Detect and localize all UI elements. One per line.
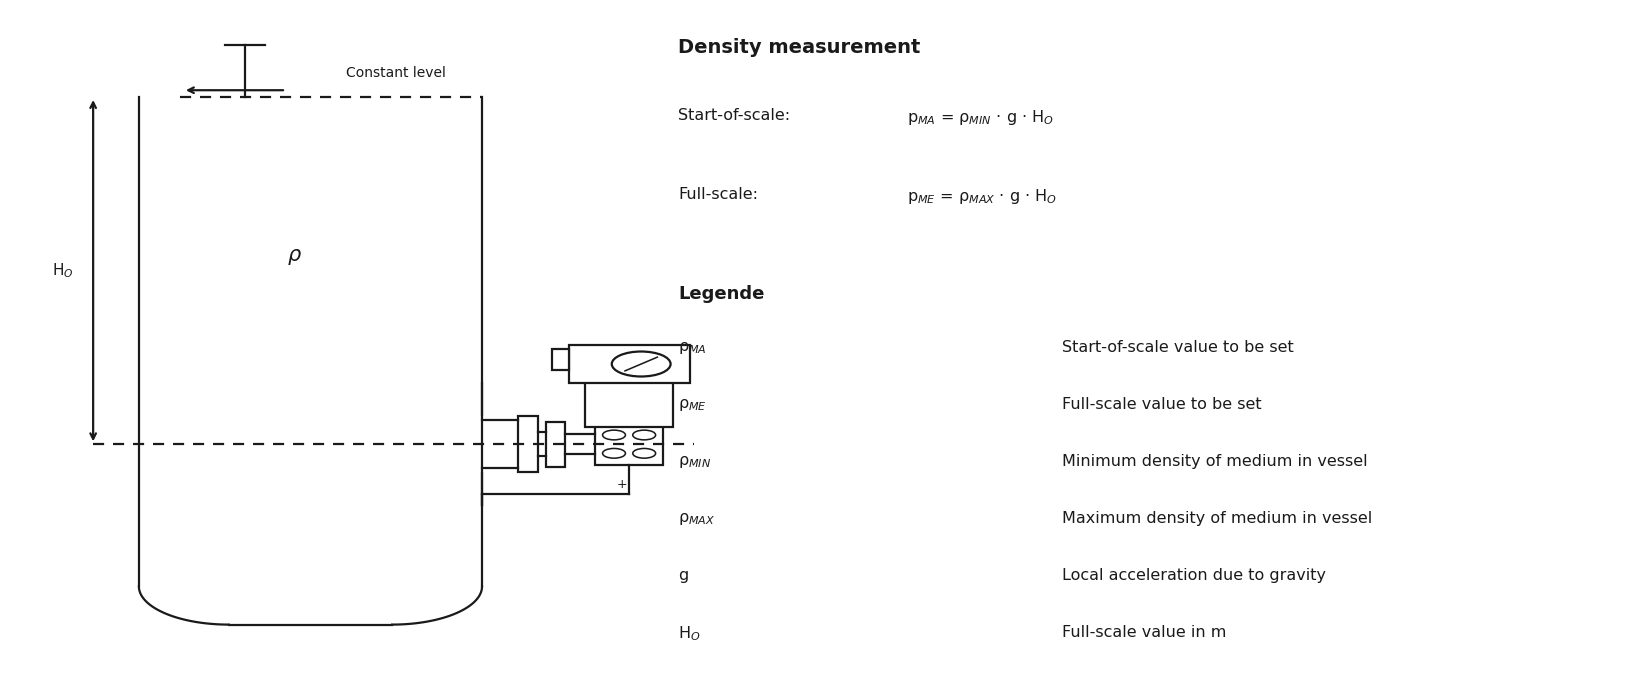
Bar bbox=[569, 345, 690, 383]
Text: H$_O$: H$_O$ bbox=[678, 625, 701, 643]
Text: Density measurement: Density measurement bbox=[678, 38, 920, 57]
Text: p$_{MA}$ = ρ$_{MIN}$ · g · H$_O$: p$_{MA}$ = ρ$_{MIN}$ · g · H$_O$ bbox=[907, 108, 1054, 126]
Text: ρ$_{ME}$: ρ$_{ME}$ bbox=[678, 397, 708, 413]
Text: Full-scale value in m: Full-scale value in m bbox=[1062, 625, 1227, 640]
Text: +: + bbox=[618, 478, 627, 491]
Text: ρ$_{MIN}$: ρ$_{MIN}$ bbox=[678, 454, 711, 470]
Text: ρ$_{MA}$: ρ$_{MA}$ bbox=[678, 340, 708, 356]
Text: Maximum density of medium in vessel: Maximum density of medium in vessel bbox=[1062, 511, 1373, 526]
Text: Full-scale value to be set: Full-scale value to be set bbox=[1062, 397, 1261, 412]
Bar bbox=[552, 349, 569, 370]
Text: Full-scale:: Full-scale: bbox=[678, 187, 758, 203]
Text: $\rho$: $\rho$ bbox=[286, 247, 302, 266]
Text: g: g bbox=[678, 568, 688, 583]
Text: Constant level: Constant level bbox=[346, 66, 446, 80]
Text: Local acceleration due to gravity: Local acceleration due to gravity bbox=[1062, 568, 1327, 583]
Text: Start-of-scale:: Start-of-scale: bbox=[678, 108, 791, 123]
Text: Minimum density of medium in vessel: Minimum density of medium in vessel bbox=[1062, 454, 1368, 469]
FancyBboxPatch shape bbox=[518, 416, 538, 472]
Text: H$_O$: H$_O$ bbox=[52, 262, 74, 280]
Text: ρ$_{MAX}$: ρ$_{MAX}$ bbox=[678, 511, 716, 527]
FancyBboxPatch shape bbox=[546, 421, 565, 467]
Text: Start-of-scale value to be set: Start-of-scale value to be set bbox=[1062, 340, 1294, 355]
Bar bbox=[585, 380, 673, 427]
Text: Legende: Legende bbox=[678, 285, 765, 303]
Bar bbox=[595, 423, 663, 465]
Text: p$_{ME}$ = ρ$_{MAX}$ · g · H$_O$: p$_{ME}$ = ρ$_{MAX}$ · g · H$_O$ bbox=[907, 187, 1057, 206]
